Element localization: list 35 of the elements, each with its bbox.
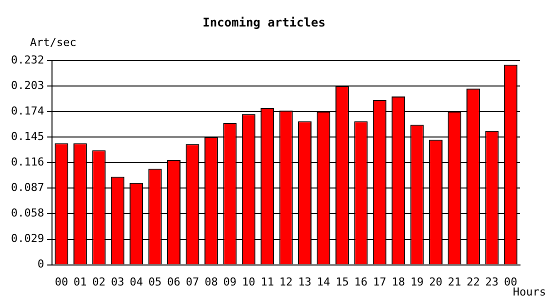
y-tick-label: 0.029 [10, 232, 44, 246]
x-tick-label: 04 [130, 275, 144, 288]
y-tick-label: 0.058 [10, 206, 44, 220]
x-tick-label: 08 [204, 275, 218, 288]
x-tick-label: 23 [485, 275, 499, 288]
x-tick-label: 01 [74, 275, 87, 288]
x-tick-label: 19 [410, 275, 424, 288]
y-tick-label: 0.232 [10, 53, 44, 66]
x-tick-label: 09 [223, 275, 237, 288]
y-axis-title: Art/sec [30, 36, 76, 49]
x-tick-label: 15 [336, 275, 349, 288]
x-tick-label: 14 [316, 275, 330, 288]
x-tick-label: 06 [167, 275, 180, 288]
y-tick-label: 0.145 [10, 130, 44, 143]
x-tick-label: 16 [354, 275, 368, 288]
x-tick-label: 02 [92, 275, 106, 288]
x-tick-label: 21 [448, 275, 462, 288]
x-tick-label: 11 [260, 275, 274, 288]
y-tick-label: 0.087 [10, 181, 44, 194]
x-tick-label: 18 [392, 275, 405, 288]
x-tick-label: 07 [186, 275, 200, 288]
x-tick-label: 22 [466, 275, 480, 288]
chart-title: Incoming articles [202, 15, 326, 30]
y-tick-label: 0.174 [10, 104, 44, 118]
y-tick-label: 0.116 [10, 155, 44, 168]
x-tick-label: 12 [279, 275, 293, 288]
x-tick-label: 17 [373, 275, 386, 288]
x-tick-label: 05 [148, 275, 162, 288]
x-tick-label: 13 [298, 275, 312, 288]
x-tick-label: 00 [54, 275, 68, 288]
x-tick-label: 10 [242, 275, 256, 288]
x-tick-label: 03 [110, 275, 124, 288]
y-tick-label: 0.203 [10, 78, 44, 92]
x-tick-label: 20 [429, 275, 442, 288]
y-tick-label: 0 [37, 258, 44, 271]
